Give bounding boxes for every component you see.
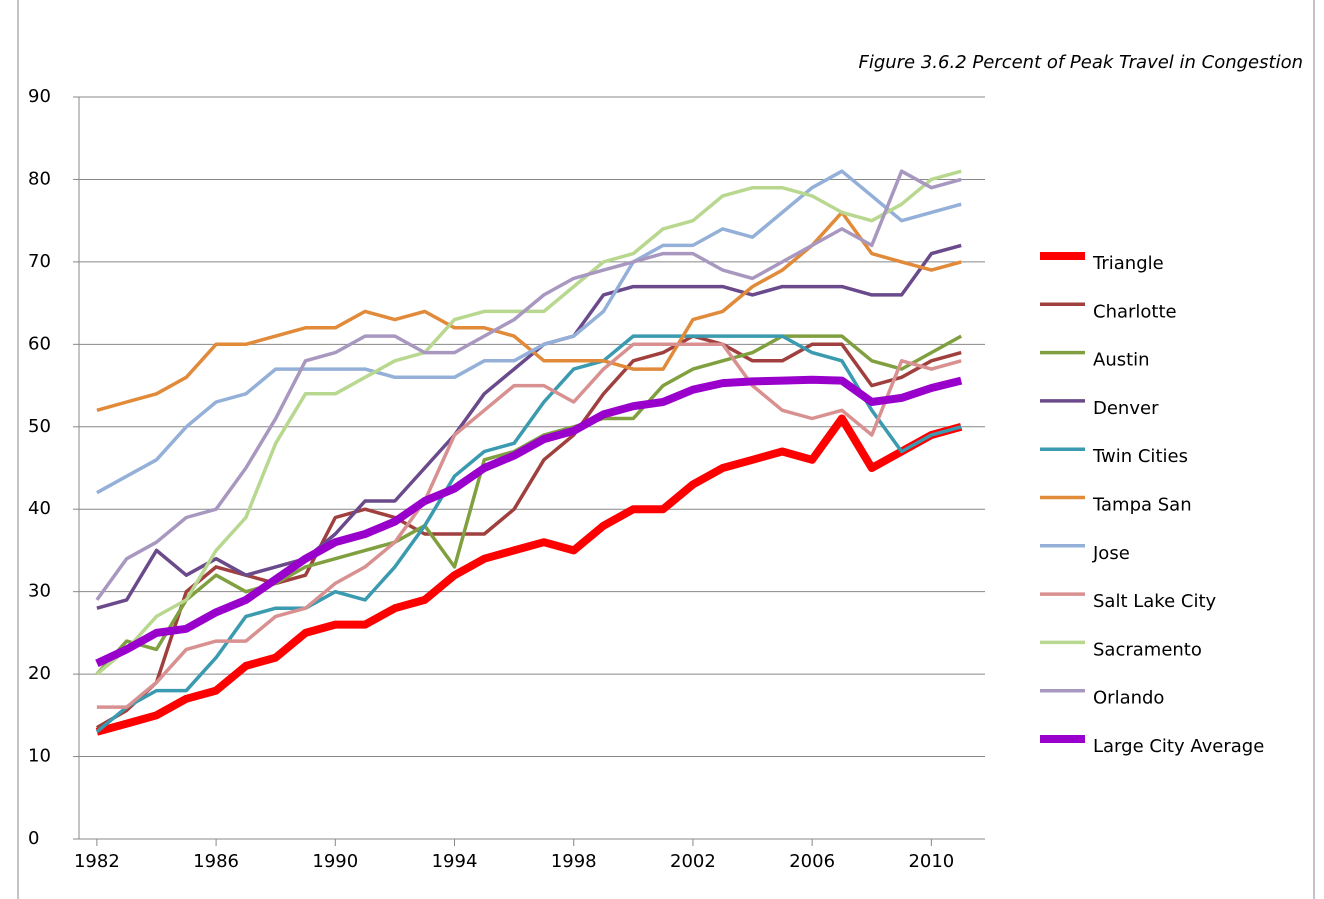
legend-label: Orlando bbox=[1093, 688, 1164, 709]
legend-label: Twin Cities bbox=[1092, 446, 1188, 467]
x-tick-label: 1986 bbox=[193, 851, 239, 872]
series-line bbox=[95, 334, 962, 734]
y-tick-label: 70 bbox=[28, 251, 51, 272]
series-line bbox=[95, 169, 962, 601]
y-tick-label: 30 bbox=[28, 581, 51, 602]
series-line bbox=[96, 169, 962, 495]
y-tick-label: 0 bbox=[28, 828, 39, 849]
x-tick-label: 2006 bbox=[789, 851, 835, 872]
legend-label: Tampa San bbox=[1092, 495, 1192, 516]
x-tick-label: 1994 bbox=[432, 851, 478, 872]
y-tick-label: 40 bbox=[28, 498, 51, 519]
x-tick-label: 2002 bbox=[670, 851, 716, 872]
series-line bbox=[95, 414, 963, 736]
x-tick-label: 1982 bbox=[74, 851, 120, 872]
legend-label: Austin bbox=[1093, 350, 1150, 371]
y-tick-label: 60 bbox=[28, 333, 51, 354]
series-line bbox=[95, 169, 962, 676]
y-tick-label: 10 bbox=[28, 746, 51, 767]
legend-label: Jose bbox=[1092, 543, 1130, 564]
legend-label: Charlotte bbox=[1093, 301, 1177, 322]
series-line bbox=[96, 210, 962, 412]
legend-label: Triangle bbox=[1092, 253, 1164, 274]
y-tick-label: 90 bbox=[28, 86, 51, 107]
legend-label: Denver bbox=[1093, 398, 1159, 419]
y-tick-label: 20 bbox=[28, 663, 51, 684]
y-tick-label: 50 bbox=[28, 416, 51, 437]
series-line bbox=[95, 375, 963, 668]
y-tick-label: 80 bbox=[28, 168, 51, 189]
legend-label: Sacramento bbox=[1093, 639, 1202, 660]
x-tick-label: 1998 bbox=[551, 851, 597, 872]
chart-title: Figure 3.6.2 Percent of Peak Travel in C… bbox=[858, 52, 1303, 73]
legend-label: Salt Lake City bbox=[1093, 591, 1217, 612]
series-line bbox=[96, 342, 962, 709]
series-line bbox=[96, 334, 962, 730]
x-tick-label: 2010 bbox=[908, 851, 954, 872]
legend-label: Large City Average bbox=[1093, 736, 1264, 757]
x-tick-label: 1990 bbox=[312, 851, 358, 872]
series-line bbox=[96, 243, 962, 610]
